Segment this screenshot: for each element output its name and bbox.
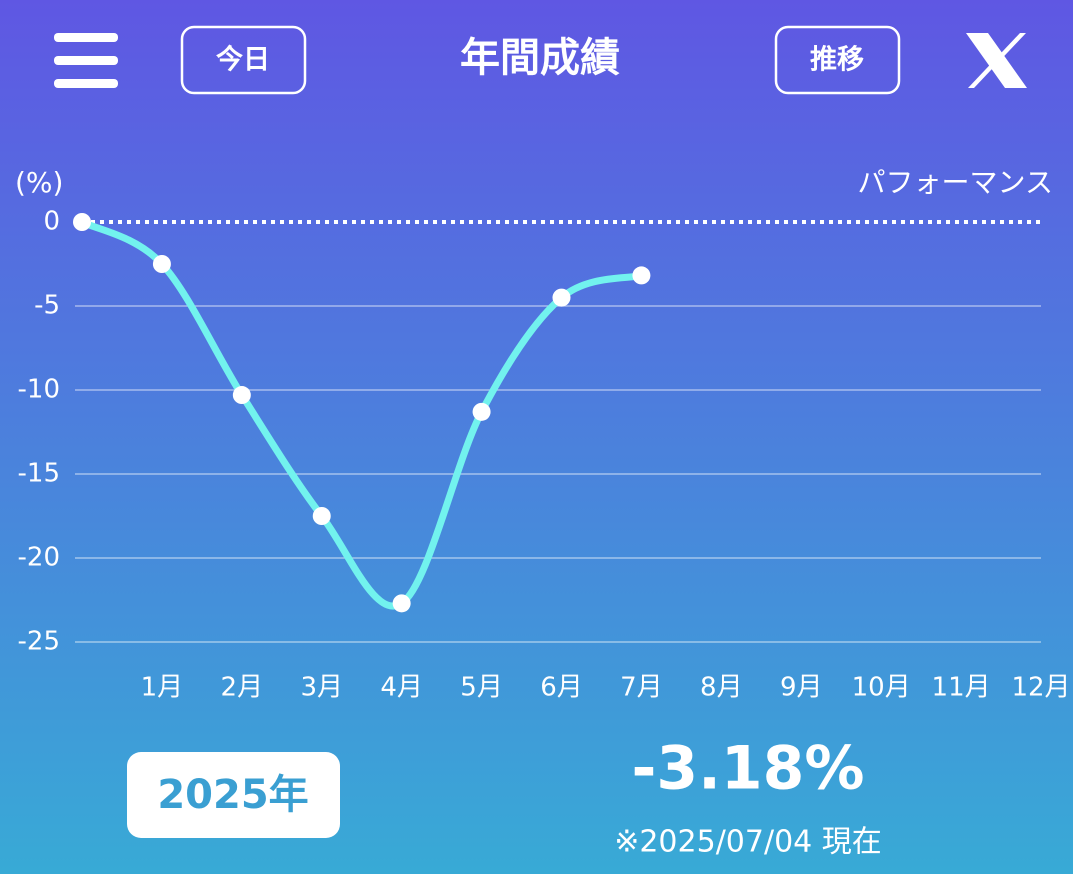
x-tick-label: 5月 <box>460 673 503 703</box>
today-label: 今日 <box>216 44 270 76</box>
year-badge[interactable] <box>127 752 340 838</box>
y-tick-label: -10 <box>18 375 60 405</box>
y-axis-label: (%) <box>15 166 63 199</box>
legend-label: パフォーマンス <box>858 166 1053 199</box>
data-point <box>312 507 331 525</box>
x-tick-label: 2月 <box>221 673 264 703</box>
y-tick-label: -25 <box>18 627 60 657</box>
x-tick-label: 11月 <box>932 673 991 703</box>
menu-icon[interactable] <box>54 33 118 88</box>
chart: 0 -5 -10 -15 -20 -25 1月 2月 3月 4月 5月 6月 7月 8月 9月 10月 11月 1… <box>18 207 1071 703</box>
x-tick-label: 1月 <box>141 673 184 703</box>
y-tick-label: -5 <box>34 291 60 321</box>
performance-line <box>78 218 645 610</box>
y-tick-label: 0 <box>43 207 60 237</box>
data-point <box>73 213 91 231</box>
year-label: 2025年 <box>157 772 308 818</box>
data-point <box>472 402 491 421</box>
trend-button[interactable]: 推移 <box>774 25 901 95</box>
data-point <box>632 266 651 285</box>
page-title: 年間成績 <box>460 35 620 81</box>
x-tick-label: 3月 <box>300 673 343 703</box>
trend-label: 推移 <box>810 45 864 76</box>
data-point <box>392 594 411 613</box>
x-tick-label: 6月 <box>540 673 583 703</box>
data-point <box>152 255 171 273</box>
as-of-note: ※2025/07/04 現在 <box>614 825 882 860</box>
y-tick-label: -20 <box>18 543 60 573</box>
performance-value: -3.18% <box>631 734 864 804</box>
x-share-icon[interactable] <box>966 33 1027 88</box>
x-tick-label: 12月 <box>1011 673 1070 703</box>
data-point <box>232 386 251 405</box>
x-tick-label: 10月 <box>852 673 911 703</box>
today-button[interactable]: 今日 <box>180 25 307 95</box>
x-tick-label: 8月 <box>700 673 743 703</box>
y-tick-label: -15 <box>18 459 60 489</box>
x-tick-label: 4月 <box>380 673 423 703</box>
x-tick-label: 7月 <box>620 673 663 703</box>
x-tick-label: 9月 <box>780 673 823 703</box>
data-point <box>552 288 571 307</box>
